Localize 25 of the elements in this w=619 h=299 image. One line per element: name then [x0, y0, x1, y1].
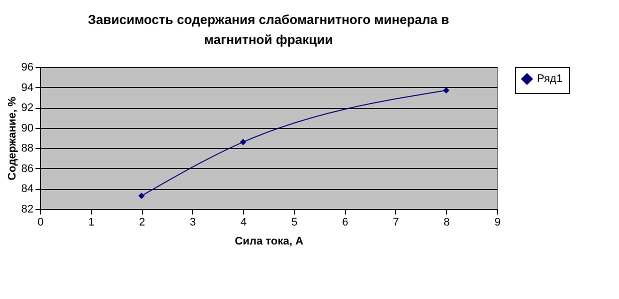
y-tick-label: 90 [21, 122, 34, 134]
y-tick-label: 82 [21, 204, 34, 216]
y-tick-label: 86 [21, 162, 34, 175]
x-tick-label: 6 [342, 216, 348, 228]
y-tick-label: 84 [21, 183, 34, 196]
x-tick-label: 8 [444, 216, 450, 228]
x-tick-label: 9 [494, 216, 501, 228]
point [443, 87, 450, 94]
x-tick-label: 1 [88, 216, 94, 228]
x-tick-label: 2 [138, 216, 146, 228]
point [138, 192, 145, 199]
point [240, 138, 246, 146]
y-tick-label: 92 [21, 102, 34, 114]
chart-title: Зависимость содержания слабомагнитного минерала в магнитной фракции [88, 12, 450, 47]
x-tick-label: 7 [392, 216, 400, 228]
x-axis-title: Сила тока, А [234, 236, 304, 248]
x-tick-label: 4 [240, 216, 247, 228]
y-tick-label: 88 [21, 142, 34, 155]
legend-label: Ряд1 [537, 73, 562, 85]
y-tick-label: 96 [21, 62, 34, 74]
x-tick-label: 3 [190, 216, 196, 228]
x-tick-label: 0 [37, 216, 44, 228]
y-tick-label: 94 [21, 82, 34, 94]
y-axis-title: Содержание, % [6, 96, 18, 180]
x-tick-label: 5 [291, 216, 298, 228]
